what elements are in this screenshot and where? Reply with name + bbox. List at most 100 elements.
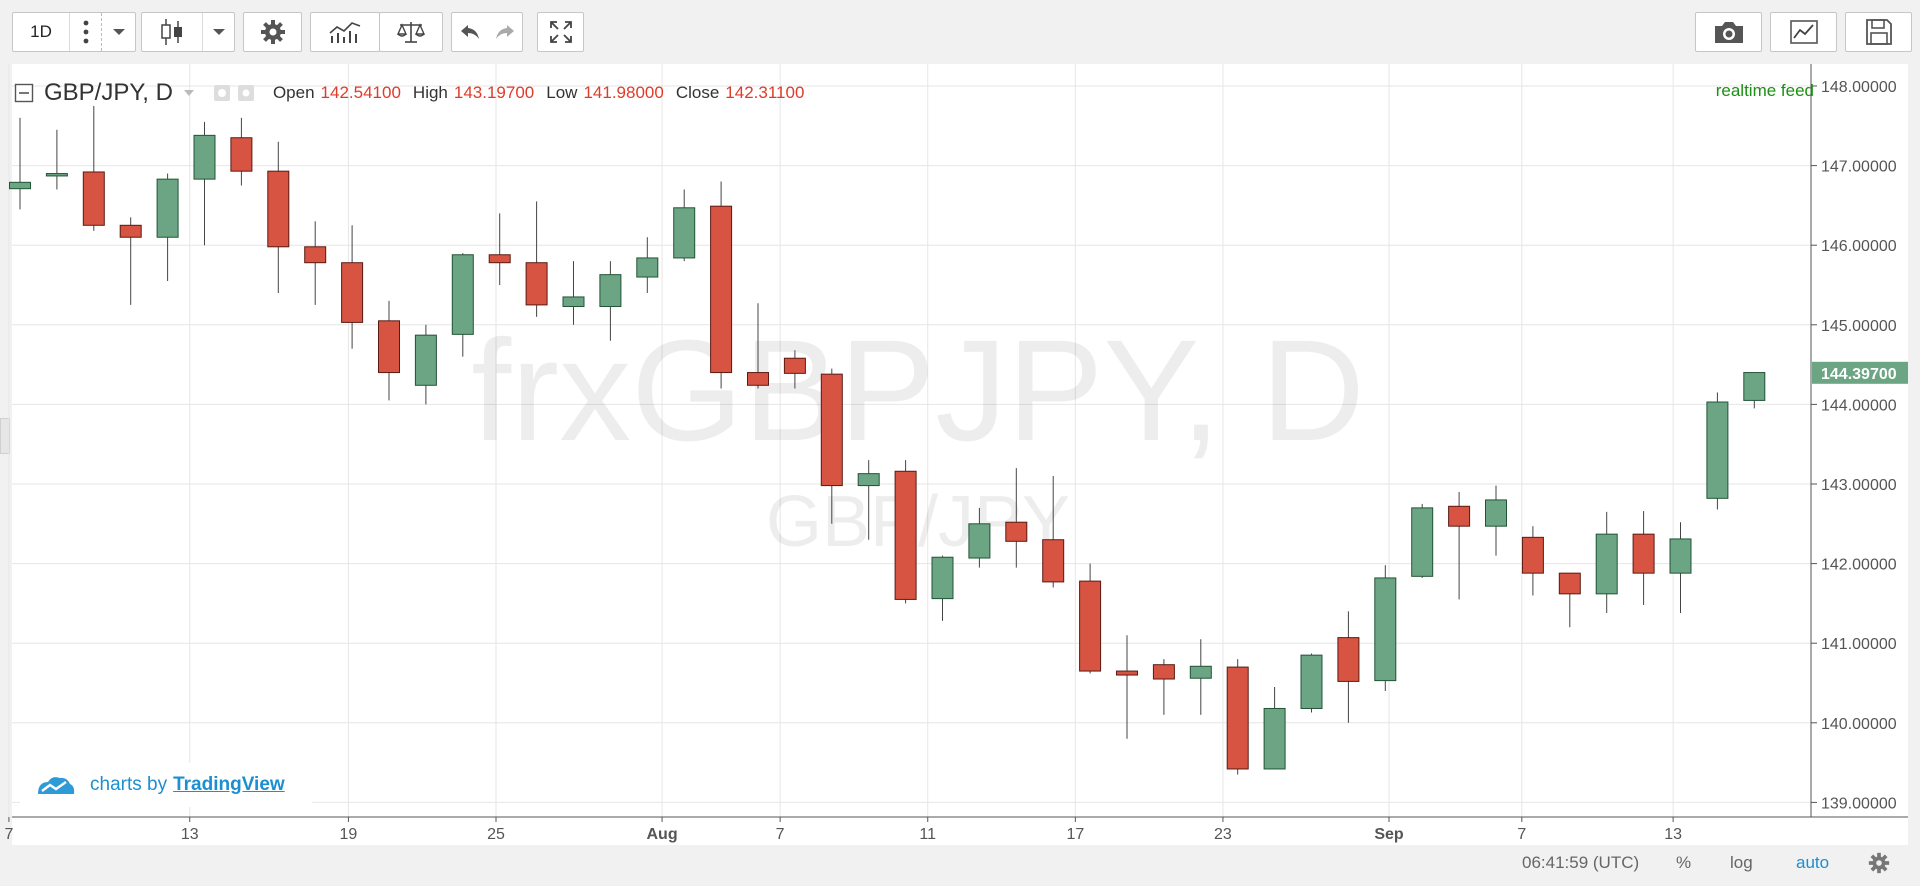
interval-label: 1D	[30, 22, 52, 41]
last-price-background	[1812, 361, 1908, 384]
candle	[1263, 686, 1286, 770]
time-tick-label: 13	[1664, 826, 1682, 843]
candle-body-down	[1005, 521, 1028, 542]
legend-open-label: Open	[272, 83, 315, 102]
candle-body-down	[267, 170, 290, 248]
candle-body-down	[1558, 572, 1581, 595]
candle	[599, 261, 622, 341]
redo-button[interactable]	[488, 13, 522, 51]
candle-body-up	[968, 523, 991, 559]
price-tick-label: 141.00000	[1821, 636, 1897, 653]
candle-body-up	[599, 274, 622, 307]
candle	[1669, 522, 1692, 613]
candle	[820, 368, 843, 524]
candle	[193, 121, 216, 246]
settings-button[interactable]	[244, 13, 301, 51]
candle-body-up	[1300, 654, 1323, 709]
candle-body-up	[1411, 507, 1434, 577]
candle	[1337, 611, 1360, 723]
scales-icon	[396, 22, 426, 43]
price-tick-label: 147.00000	[1821, 159, 1897, 176]
redo-icon	[496, 25, 514, 39]
candle-body-down	[341, 262, 364, 323]
candle-body-down	[1632, 533, 1655, 574]
legend-high-label: High	[412, 83, 448, 102]
status-bar	[0, 845, 1920, 886]
chart-type-button[interactable]	[1771, 13, 1836, 51]
interval-more-button[interactable]	[69, 13, 101, 51]
tradingview-link[interactable]: TradingView	[173, 774, 285, 795]
candle	[9, 117, 31, 210]
interval-dropdown-button[interactable]	[101, 13, 135, 51]
candle-body-down	[304, 246, 327, 264]
snapshot-button[interactable]	[1696, 13, 1761, 51]
candle-body-down	[747, 372, 769, 386]
candle	[1632, 511, 1655, 605]
indicators-icon	[329, 22, 361, 43]
price-tick-label: 143.00000	[1821, 477, 1897, 494]
candle-body-up	[1263, 707, 1286, 770]
time-scale[interactable]	[12, 817, 1908, 845]
percent-toggle[interactable]: %	[1676, 853, 1692, 872]
time-tick-label: 7	[4, 826, 13, 843]
candle	[341, 225, 364, 349]
candle	[45, 129, 68, 190]
candle-body-down	[525, 262, 548, 306]
undo-button[interactable]	[452, 13, 488, 51]
candle-body-up	[673, 207, 696, 259]
candle-body-up	[156, 178, 179, 238]
time-tick-label: 17	[1066, 826, 1084, 843]
legend-open-value: 142.54100	[320, 83, 401, 102]
camera-icon	[1714, 22, 1743, 43]
eye-icon[interactable]	[213, 84, 231, 102]
candle-body-up	[931, 556, 954, 600]
chevron-down-icon	[212, 29, 225, 35]
candle	[636, 237, 659, 293]
candle	[673, 189, 696, 262]
chart-style-button[interactable]	[142, 13, 202, 51]
price-scale[interactable]	[1811, 64, 1908, 817]
candle-body-down	[1337, 637, 1360, 682]
candle	[1005, 468, 1028, 568]
line-chart-icon	[1789, 20, 1818, 44]
indicators-button[interactable]	[311, 13, 379, 51]
candle-body-down	[1152, 664, 1175, 680]
legend-symbol[interactable]: GBP/JPY, D	[44, 79, 173, 106]
log-toggle[interactable]: log	[1730, 853, 1753, 872]
candle-body-down	[710, 205, 733, 374]
candle	[968, 507, 991, 568]
candle-body-up	[1189, 665, 1212, 679]
time-axis-labels: 7 13 19 25 Aug 7 11 17 23 Sep 7 13	[4, 817, 1682, 843]
candle-body-up	[45, 173, 68, 177]
candle-body-down	[119, 224, 142, 238]
candle-body-up	[1669, 538, 1692, 574]
fullscreen-button[interactable]	[538, 13, 583, 51]
candle	[1521, 526, 1544, 596]
candles-series	[9, 105, 1766, 775]
gear-icon[interactable]	[1867, 851, 1891, 875]
chart-style-dropdown-button[interactable]	[202, 13, 234, 51]
chevron-down-icon	[112, 29, 125, 35]
interval-button[interactable]: 1D	[13, 13, 69, 51]
realtime-feed-label: realtime feed	[1715, 81, 1814, 100]
candle-body-up	[1595, 533, 1618, 595]
candle	[1411, 503, 1434, 578]
time-tick-label: 7	[1517, 826, 1526, 843]
candle-body-down	[82, 171, 105, 226]
save-button[interactable]	[1846, 13, 1911, 51]
chart-pane[interactable]	[12, 64, 1811, 817]
candle	[1152, 659, 1175, 715]
price-tick-label: 140.00000	[1821, 716, 1897, 733]
candle-body-down	[1116, 670, 1138, 676]
compare-button[interactable]	[380, 13, 442, 51]
last-price-tag: 144.39700	[1812, 361, 1908, 384]
gear-icon[interactable]	[237, 84, 255, 102]
vertical-dots-icon	[83, 20, 88, 44]
chevron-down-icon[interactable]	[183, 89, 195, 97]
auto-scale-toggle[interactable]: auto	[1796, 853, 1830, 872]
candle	[1595, 511, 1618, 613]
collapse-legend-icon[interactable]	[14, 83, 34, 103]
branding-prefix: charts by	[90, 774, 168, 795]
candle	[1374, 565, 1397, 691]
sidebar-toggle[interactable]	[0, 418, 10, 454]
